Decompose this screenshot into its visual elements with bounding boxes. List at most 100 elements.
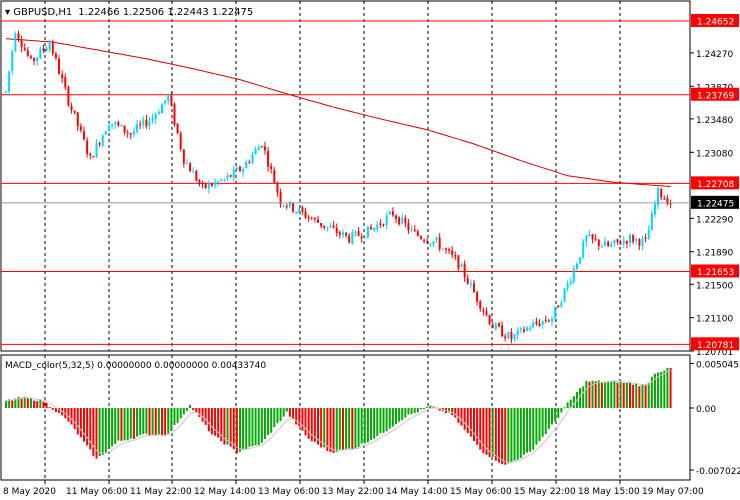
price-panel-grid — [44, 1, 621, 351]
candle — [338, 230, 341, 239]
macd-bar — [532, 408, 535, 450]
macd-bar — [235, 408, 238, 454]
macd-bar — [164, 408, 167, 436]
candle — [235, 165, 238, 170]
time-axis[interactable]: 8 May 2020 11 May 06:00 11 May 22:00 12 May… — [3, 480, 704, 497]
candle-body — [663, 198, 666, 200]
macd-bar — [585, 380, 588, 408]
macd-bar — [669, 367, 672, 408]
candle-body — [307, 217, 310, 219]
candle — [185, 158, 188, 165]
macd-bar — [58, 408, 61, 413]
candle-body — [376, 224, 379, 230]
macd-bar — [398, 408, 401, 422]
time-tick-label: 19 May 07:00 — [642, 487, 704, 497]
candle-body — [597, 239, 600, 246]
candle — [64, 73, 67, 91]
macd-bar — [107, 408, 110, 449]
candle-body — [195, 171, 198, 181]
candle-body — [323, 225, 326, 228]
candle — [551, 316, 553, 327]
candle — [229, 174, 232, 178]
candle-body — [220, 179, 223, 181]
macd-bar — [226, 408, 229, 445]
header-toggle-icon[interactable]: ▾ — [5, 7, 13, 18]
candle-body — [129, 133, 132, 135]
candle-body — [501, 325, 504, 337]
candle — [448, 247, 451, 255]
macd-bar — [89, 408, 92, 450]
candle-body — [260, 146, 263, 148]
macd-bar — [101, 408, 104, 455]
candle — [566, 280, 569, 292]
candle-body — [575, 263, 578, 270]
price-panel[interactable]: ▾ GBPUSD,H1 1.22466 1.22506 1.22443 1.224… — [0, 0, 691, 352]
candle-body — [198, 180, 201, 184]
candle-body — [313, 217, 316, 219]
candle-body — [232, 169, 235, 178]
candle-body — [39, 48, 42, 59]
macd-bar — [313, 408, 316, 442]
candle-body — [33, 57, 36, 62]
candle-body — [61, 74, 64, 79]
candle-body — [273, 170, 276, 184]
macd-bar — [95, 408, 98, 459]
candle-body — [23, 48, 26, 51]
candle — [207, 180, 210, 194]
macd-bar — [126, 408, 129, 441]
candle — [479, 300, 482, 312]
candle — [663, 195, 666, 200]
candle — [398, 216, 401, 226]
macd-bar — [382, 408, 385, 433]
candle — [282, 204, 285, 208]
candle — [351, 229, 354, 245]
candle — [557, 304, 560, 308]
macd-scale[interactable]: 0.0050455 0.00 -0.007022 — [690, 360, 740, 477]
macd-bar — [660, 371, 663, 408]
macd-bar — [139, 408, 142, 436]
macd-panel[interactable]: MACD_color(5,32,5) 0.00000000 0.00000000… — [0, 354, 691, 481]
candle-body — [338, 232, 341, 235]
candle-body — [173, 103, 176, 125]
macd-bar — [488, 408, 491, 458]
macd-bar — [23, 396, 26, 408]
price-scale[interactable]: 1.242701.238701.234801.230801.222901.218… — [690, 14, 739, 358]
macd-bar — [207, 408, 210, 432]
candle — [354, 230, 357, 237]
candle-body — [29, 56, 32, 59]
macd-bar — [616, 382, 619, 408]
candle — [313, 216, 316, 223]
candle-body — [235, 167, 238, 170]
level-price-tag — [691, 337, 739, 351]
candle — [457, 254, 460, 272]
candle — [129, 132, 132, 140]
macd-bar — [307, 408, 310, 439]
time-tick-label: 14 May 14:00 — [386, 487, 448, 497]
candle-body — [373, 227, 376, 230]
candle — [469, 279, 472, 289]
macd-signal-line — [5, 370, 671, 463]
candle — [83, 126, 85, 141]
macd-bar — [423, 408, 426, 409]
candle-body — [538, 323, 541, 326]
candle-body — [301, 207, 304, 212]
candle — [320, 222, 323, 229]
macd-bar — [73, 408, 76, 430]
candle-body — [317, 219, 319, 223]
candle-body — [170, 95, 173, 105]
candle-body — [625, 240, 628, 244]
candle — [669, 199, 672, 209]
macd-bar — [497, 408, 500, 463]
candle — [451, 245, 454, 259]
macd-bar — [507, 408, 510, 464]
candle — [307, 214, 310, 222]
candle-body — [120, 124, 123, 127]
candle — [660, 188, 663, 201]
candle-body — [560, 302, 563, 307]
macd-bar — [572, 396, 575, 408]
macd-bar — [373, 408, 376, 439]
candle — [610, 241, 613, 248]
candle-body — [189, 163, 192, 172]
candle-body — [485, 311, 488, 315]
